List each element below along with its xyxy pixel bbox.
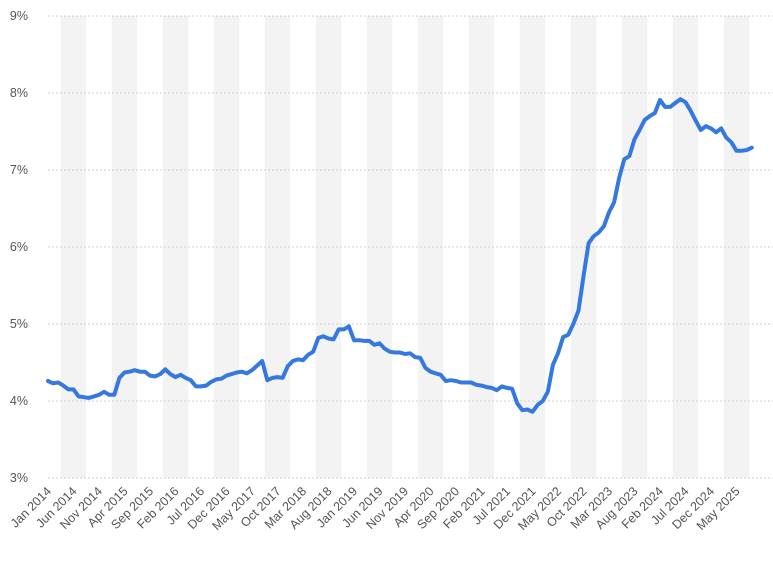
y-tick-label: 7% xyxy=(10,163,28,177)
line xyxy=(46,97,754,414)
y-tick-label: 3% xyxy=(10,471,28,485)
y-tick-label: 6% xyxy=(10,240,28,254)
y-tick-label: 9% xyxy=(10,9,28,23)
y-tick-label: 5% xyxy=(10,317,28,331)
y-tick-label: 8% xyxy=(10,86,28,100)
y-tick-label: 4% xyxy=(10,394,28,408)
